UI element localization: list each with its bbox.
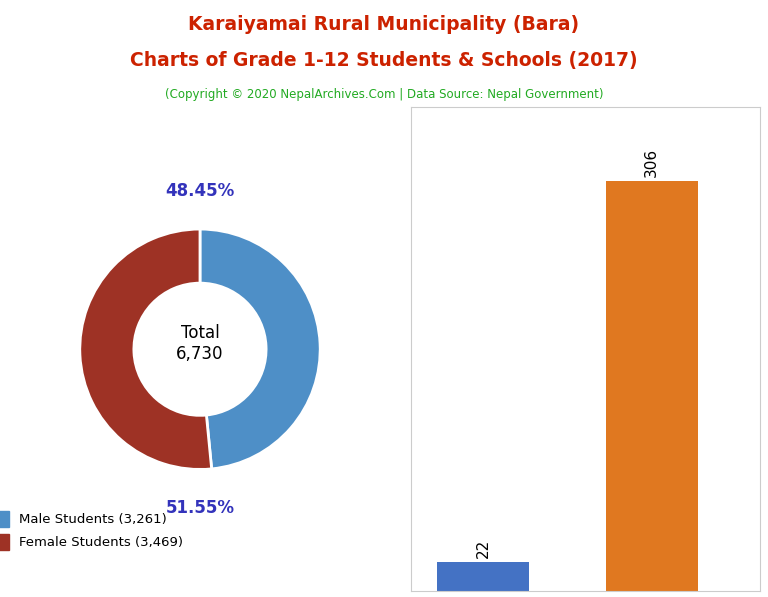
Wedge shape <box>80 229 212 469</box>
Wedge shape <box>200 229 320 469</box>
Text: Karaiyamai Rural Municipality (Bara): Karaiyamai Rural Municipality (Bara) <box>188 15 580 34</box>
Text: (Copyright © 2020 NepalArchives.Com | Data Source: Nepal Government): (Copyright © 2020 NepalArchives.Com | Da… <box>165 88 603 101</box>
Legend: Male Students (3,261), Female Students (3,469): Male Students (3,261), Female Students (… <box>0 506 188 555</box>
Text: 48.45%: 48.45% <box>165 181 234 199</box>
Text: 51.55%: 51.55% <box>165 499 234 517</box>
Text: 306: 306 <box>644 148 659 177</box>
Text: 22: 22 <box>475 538 491 558</box>
Text: Charts of Grade 1-12 Students & Schools (2017): Charts of Grade 1-12 Students & Schools … <box>131 51 637 70</box>
Text: Total
6,730: Total 6,730 <box>176 324 223 362</box>
Bar <box>606 181 697 591</box>
Bar <box>437 562 529 591</box>
